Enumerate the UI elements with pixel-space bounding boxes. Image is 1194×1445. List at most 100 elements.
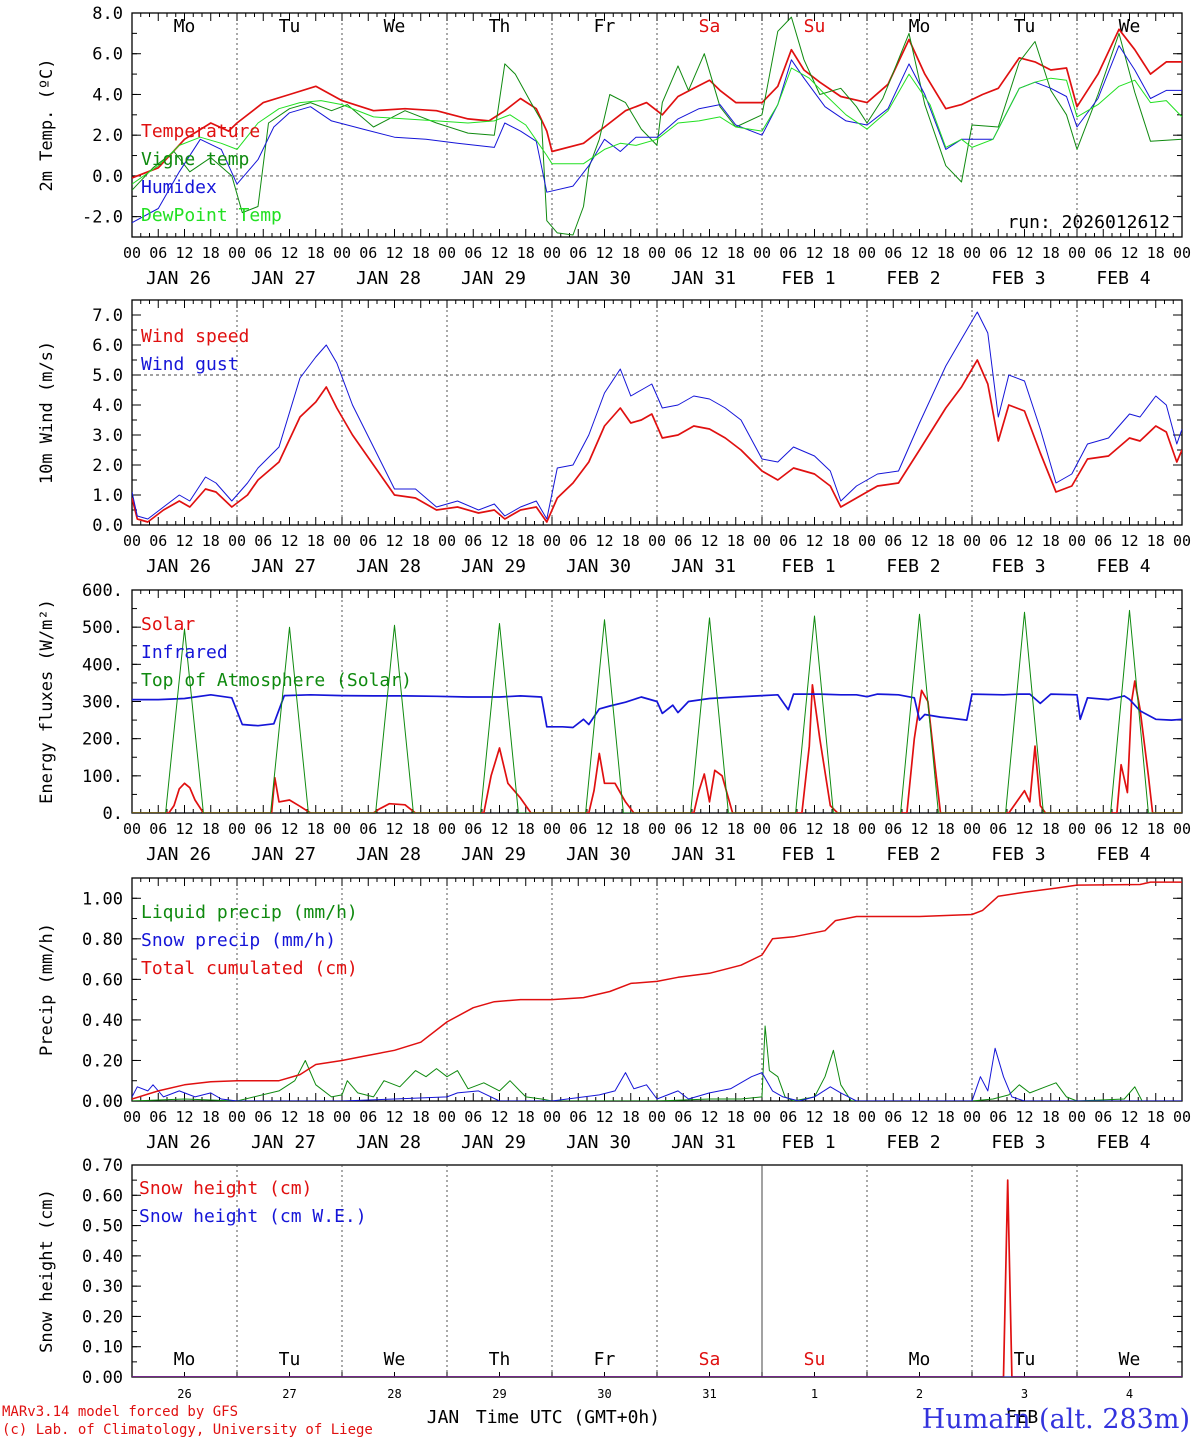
x-date-label: FEB 4 xyxy=(1096,268,1150,289)
x-hour-label: 06 xyxy=(149,820,167,838)
x-hour-label: 18 xyxy=(727,1108,745,1126)
x-hour-label: 06 xyxy=(254,1108,272,1126)
x-hour-label: 12 xyxy=(385,820,403,838)
x-date-label: FEB 1 xyxy=(781,844,835,865)
x-hour-label: 00 xyxy=(333,820,351,838)
x-date-label: JAN 30 xyxy=(566,1132,631,1153)
weekday-label: We xyxy=(1119,16,1141,37)
x-hour-label: 00 xyxy=(753,532,771,550)
x-hour-label: 12 xyxy=(175,244,193,262)
x-hour-label: 00 xyxy=(963,820,981,838)
y-axis-title: 10m Wind (m/s) xyxy=(37,341,57,484)
x-date-label: JAN 29 xyxy=(461,844,526,865)
x-hour-label: 12 xyxy=(910,244,928,262)
x-date-label: FEB 2 xyxy=(886,1132,940,1153)
x-date-label: JAN 30 xyxy=(566,844,631,865)
panel-2: 0.0 1.0 2.0 3.0 4.0 5.0 6.0 7.0 10m Wind (m/s) 00… xyxy=(37,299,1191,577)
legend-entry: Liquid precip (mm/h) xyxy=(141,902,358,923)
x-hour-label: 00 xyxy=(1068,1108,1086,1126)
weekday-label: Su xyxy=(804,16,826,37)
x-hour-label: 18 xyxy=(727,244,745,262)
x-hour-label: 18 xyxy=(937,1108,955,1126)
x-hour-label: 12 xyxy=(490,532,508,550)
legend-entry: Temperature xyxy=(141,121,260,142)
x-hour-label: 18 xyxy=(622,244,640,262)
x-hour-label: 00 xyxy=(648,820,666,838)
y-tick-label: 0.40 xyxy=(82,1247,123,1267)
y-tick-label: 0.60 xyxy=(82,1186,123,1206)
x-hour-label: 06 xyxy=(569,532,587,550)
x-hour-label: 00 xyxy=(228,244,246,262)
x-hour-label: 06 xyxy=(779,1108,797,1126)
y-axis-title: Precip (mm/h) xyxy=(37,923,57,1056)
x-hour-label: 18 xyxy=(412,1108,430,1126)
x-date-label: JAN 27 xyxy=(251,844,316,865)
series-line-wind-speed xyxy=(132,359,1182,523)
x-date-label: JAN 27 xyxy=(251,1132,316,1153)
x-hour-label: 06 xyxy=(254,244,272,262)
x-date-label: JAN 26 xyxy=(146,1132,211,1153)
x-hour-label: 12 xyxy=(805,244,823,262)
y-tick-label: 1.0 xyxy=(92,486,123,506)
x-hour-label: 18 xyxy=(202,1108,220,1126)
x-hour-label: 18 xyxy=(937,244,955,262)
x-hour-label: 06 xyxy=(884,244,902,262)
x-hour-label: 12 xyxy=(1120,244,1138,262)
weekday-label: Th xyxy=(489,1349,511,1370)
x-hour-label: 00 xyxy=(438,1108,456,1126)
x-hour-label: 12 xyxy=(700,244,718,262)
y-tick-label: 0.50 xyxy=(82,1217,123,1237)
x-hour-label: 00 xyxy=(543,532,561,550)
x-hour-label: 12 xyxy=(1015,820,1033,838)
x-hour-label: 18 xyxy=(1147,244,1165,262)
weekday-label: Fr xyxy=(594,1349,616,1370)
y-tick-label: 0.70 xyxy=(82,1156,123,1176)
x-hour-label: 12 xyxy=(595,820,613,838)
x-hour-label: 18 xyxy=(517,532,535,550)
x-date-label: FEB 1 xyxy=(781,1132,835,1153)
x-hour-label: 12 xyxy=(385,1108,403,1126)
x-hour-label: 06 xyxy=(464,532,482,550)
x-day-number: 26 xyxy=(177,1387,191,1401)
y-tick-label: 4.0 xyxy=(92,396,123,416)
x-hour-label: 06 xyxy=(989,820,1007,838)
x-hour-label: 00 xyxy=(1068,820,1086,838)
weekday-label: Mo xyxy=(909,16,931,37)
series-line-infrared xyxy=(132,693,1182,729)
x-hour-label: 00 xyxy=(1173,532,1191,550)
x-date-label: FEB 4 xyxy=(1096,556,1150,577)
weekday-label: Mo xyxy=(174,16,196,37)
y-tick-label: 0. xyxy=(103,804,123,824)
y-tick-label: 4.0 xyxy=(92,85,123,105)
y-tick-label: 5.0 xyxy=(92,366,123,386)
x-hour-label: 12 xyxy=(700,820,718,838)
x-hour-label: 18 xyxy=(307,532,325,550)
x-hour-label: 00 xyxy=(438,244,456,262)
x-hour-label: 12 xyxy=(595,1108,613,1126)
legend-entry: Vigne temp xyxy=(141,149,249,170)
x-hour-label: 06 xyxy=(674,532,692,550)
y-tick-label: 8.0 xyxy=(92,4,123,24)
panel-3: 0. 100. 200. 300. 400. 500. 600. Energy fluxes … xyxy=(37,581,1191,865)
series-line-solar xyxy=(132,680,1182,813)
legend-entry: DewPoint Temp xyxy=(141,205,282,226)
x-hour-label: 00 xyxy=(438,532,456,550)
x-hour-label: 06 xyxy=(674,1108,692,1126)
legend-entry: Infrared xyxy=(141,642,228,663)
x-hour-label: 00 xyxy=(963,1108,981,1126)
series-line-snow-height-cm- xyxy=(132,1179,1182,1377)
x-hour-label: 06 xyxy=(254,532,272,550)
x-day-number: 31 xyxy=(702,1387,716,1401)
y-tick-label: 3.0 xyxy=(92,426,123,446)
y-axis-title: 2m Temp. (ºC) xyxy=(37,58,57,191)
x-date-label: FEB 1 xyxy=(781,556,835,577)
x-hour-label: 18 xyxy=(412,820,430,838)
y-tick-label: 200. xyxy=(82,730,123,750)
x-hour-label: 06 xyxy=(1094,820,1112,838)
x-hour-label: 06 xyxy=(569,820,587,838)
weekday-label: Sa xyxy=(699,1349,721,1370)
x-month-jan: JAN xyxy=(427,1407,460,1428)
x-hour-label: 12 xyxy=(280,820,298,838)
x-hour-label: 06 xyxy=(359,532,377,550)
x-hour-label: 06 xyxy=(149,532,167,550)
